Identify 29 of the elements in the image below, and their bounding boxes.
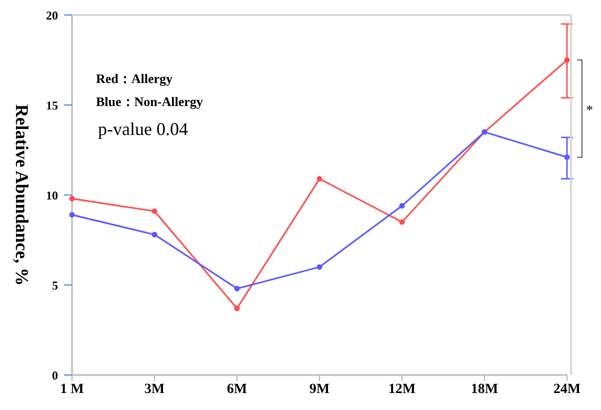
point xyxy=(316,176,322,182)
point xyxy=(234,306,240,312)
x-tick-label: 1 M xyxy=(60,382,84,397)
x-tick-label: 12M xyxy=(388,382,416,397)
y-tick-label: 5 xyxy=(52,278,58,292)
annotation: Blue：Non-Allergy xyxy=(96,94,204,109)
point xyxy=(399,219,405,225)
annotation: Red：Allergy xyxy=(96,71,174,86)
point xyxy=(152,208,158,214)
x-tick-label: 3M xyxy=(144,382,165,397)
y-tick-label: 15 xyxy=(46,98,58,112)
text: * xyxy=(586,104,593,119)
point xyxy=(399,203,405,209)
annotation: p-value 0.04 xyxy=(98,119,188,139)
y-tick-label: 20 xyxy=(46,8,58,22)
x-tick-label: 9M xyxy=(309,382,330,397)
x-tick-label: 6M xyxy=(226,382,248,397)
y-axis-title: Relative Abundance, % xyxy=(12,104,32,286)
y-tick-label: 10 xyxy=(46,188,58,202)
x-tick-label: 24M xyxy=(553,382,581,397)
x-tick-label: 18M xyxy=(470,382,498,397)
y-tick-label: 0 xyxy=(52,368,58,382)
point xyxy=(564,154,570,160)
point xyxy=(316,264,322,270)
point xyxy=(564,57,570,63)
point xyxy=(152,232,158,238)
point xyxy=(69,212,75,218)
point xyxy=(234,286,240,292)
point xyxy=(69,196,75,202)
